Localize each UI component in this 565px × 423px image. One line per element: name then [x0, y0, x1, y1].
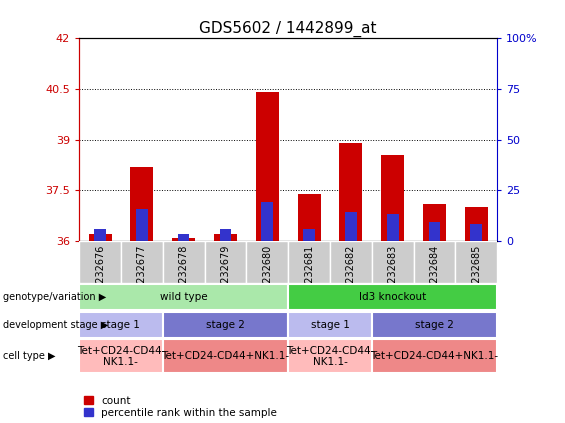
Text: cell type ▶: cell type ▶: [3, 352, 55, 361]
FancyBboxPatch shape: [79, 340, 163, 373]
Bar: [220, 229, 231, 241]
Bar: [256, 92, 279, 241]
Text: development stage ▶: development stage ▶: [3, 320, 108, 330]
Bar: [214, 234, 237, 241]
FancyBboxPatch shape: [163, 241, 205, 283]
Text: stage 2: stage 2: [415, 320, 454, 330]
Bar: [172, 238, 195, 241]
Text: stage 2: stage 2: [206, 320, 245, 330]
Title: GDS5602 / 1442899_at: GDS5602 / 1442899_at: [199, 20, 377, 37]
FancyBboxPatch shape: [121, 241, 163, 283]
Bar: [423, 204, 446, 241]
Legend: count, percentile rank within the sample: count, percentile rank within the sample: [84, 396, 277, 418]
Text: Tet+CD24-CD44-
NK1.1-: Tet+CD24-CD44- NK1.1-: [77, 346, 165, 367]
FancyBboxPatch shape: [79, 284, 288, 310]
FancyBboxPatch shape: [288, 284, 497, 310]
Text: GSM1232677: GSM1232677: [137, 244, 147, 310]
Bar: [178, 234, 189, 241]
FancyBboxPatch shape: [163, 340, 288, 373]
Text: GSM1232679: GSM1232679: [220, 244, 231, 310]
Bar: [471, 224, 482, 241]
Bar: [262, 202, 273, 241]
FancyBboxPatch shape: [79, 241, 121, 283]
Text: ld3 knockout: ld3 knockout: [359, 292, 427, 302]
Text: wild type: wild type: [160, 292, 207, 302]
Text: stage 1: stage 1: [311, 320, 349, 330]
Text: genotype/variation ▶: genotype/variation ▶: [3, 292, 106, 302]
FancyBboxPatch shape: [79, 312, 163, 338]
Text: GSM1232680: GSM1232680: [262, 244, 272, 310]
FancyBboxPatch shape: [288, 241, 330, 283]
Text: Tet+CD24-CD44+NK1.1-: Tet+CD24-CD44+NK1.1-: [162, 352, 289, 361]
Bar: [136, 209, 147, 241]
Bar: [465, 207, 488, 241]
FancyBboxPatch shape: [288, 340, 372, 373]
Bar: [345, 212, 357, 241]
Bar: [94, 229, 106, 241]
Text: GSM1232682: GSM1232682: [346, 244, 356, 310]
FancyBboxPatch shape: [455, 241, 497, 283]
Bar: [381, 155, 404, 241]
Bar: [387, 214, 398, 241]
Text: GSM1232681: GSM1232681: [304, 244, 314, 310]
Text: stage 1: stage 1: [102, 320, 140, 330]
Text: Tet+CD24-CD44+NK1.1-: Tet+CD24-CD44+NK1.1-: [371, 352, 498, 361]
Bar: [303, 229, 315, 241]
FancyBboxPatch shape: [246, 241, 288, 283]
FancyBboxPatch shape: [414, 241, 455, 283]
Text: GSM1232676: GSM1232676: [95, 244, 105, 310]
Bar: [429, 222, 440, 241]
FancyBboxPatch shape: [372, 241, 414, 283]
FancyBboxPatch shape: [288, 312, 372, 338]
Text: GSM1232684: GSM1232684: [429, 244, 440, 310]
FancyBboxPatch shape: [372, 340, 497, 373]
FancyBboxPatch shape: [163, 312, 288, 338]
Text: Tet+CD24-CD44-
NK1.1-: Tet+CD24-CD44- NK1.1-: [286, 346, 374, 367]
FancyBboxPatch shape: [330, 241, 372, 283]
Text: GSM1232683: GSM1232683: [388, 244, 398, 310]
Text: GSM1232678: GSM1232678: [179, 244, 189, 310]
Bar: [89, 234, 111, 241]
Bar: [131, 167, 153, 241]
Bar: [340, 143, 362, 241]
Bar: [298, 194, 320, 241]
FancyBboxPatch shape: [372, 312, 497, 338]
FancyBboxPatch shape: [205, 241, 246, 283]
Text: GSM1232685: GSM1232685: [471, 244, 481, 310]
